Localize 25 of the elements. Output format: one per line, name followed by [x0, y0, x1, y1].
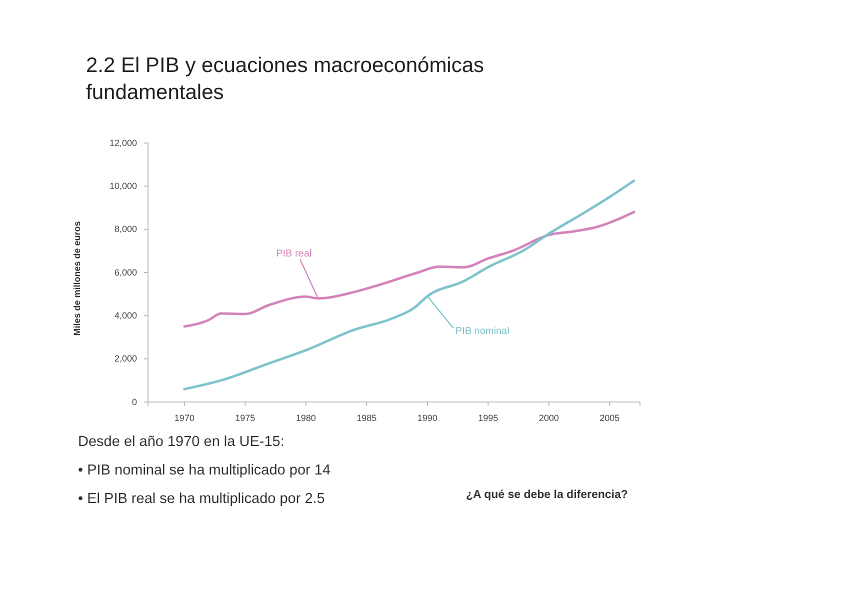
y-tick-label: 6,000	[114, 267, 137, 278]
x-tick-label: 2000	[538, 413, 559, 423]
text: PIB nominal	[455, 326, 510, 338]
text: PIB real	[276, 248, 312, 260]
x-tick-label: 1980	[296, 413, 316, 423]
y-tick-label: 2,000	[114, 354, 137, 364]
chart-title: 2.2 El PIB y ecuaciones macroeconómicas fundamentales	[86, 54, 484, 104]
text: Desde el año 1970 en la UE-15:	[78, 434, 284, 450]
x-tick-label: 1970	[174, 413, 194, 423]
x-tick-label: 1995	[478, 413, 498, 423]
line-series	[183, 210, 636, 328]
y-tick-label: 8,000	[114, 224, 137, 234]
line-series	[183, 180, 636, 390]
y-tick-label: 12,000	[109, 138, 137, 148]
text: ¿A qué se debe la diferencia?	[466, 489, 628, 501]
text: • El PIB real se ha multiplicado por 2.5	[78, 491, 325, 507]
x-tick-label: 1985	[356, 413, 377, 423]
y-tick-label: 4,000	[114, 310, 137, 321]
x-tick-label: 1990	[417, 413, 438, 423]
x-tick-label: 2005	[600, 413, 620, 423]
y-tick-label: 0	[132, 396, 137, 407]
y-axis-title: Miles de millones de euros	[72, 221, 82, 336]
x-tick-label: 1975	[235, 413, 256, 423]
y-tick-label: 10,000	[109, 181, 137, 192]
text: • PIB nominal se ha multiplicado por 14	[78, 462, 331, 478]
